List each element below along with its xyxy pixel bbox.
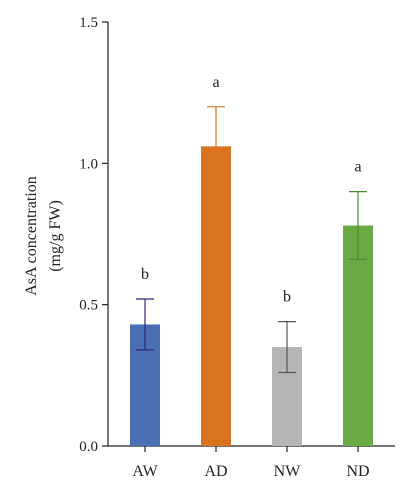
y-axis-title-line-1: AsA concentration <box>23 176 40 296</box>
significance-label-nd: a <box>354 159 361 176</box>
y-tick-label: 1.5 <box>79 15 98 31</box>
bar-nd <box>343 225 373 446</box>
y-axis-title-line-2: (mg/g FW) <box>47 200 64 272</box>
y-tick-label: 0.0 <box>79 439 98 455</box>
significance-label-aw: b <box>141 266 149 283</box>
significance-label-nw: b <box>283 289 291 306</box>
bar-ad <box>201 146 231 446</box>
plot-area: 0.0 0.5 1.0 1.5 b AW a AD b NW a ND <box>79 15 395 480</box>
y-axis-title: AsA concentration (mg/g FW) <box>23 176 64 296</box>
x-tick-label-aw: AW <box>132 463 158 480</box>
x-tick-label-nw: NW <box>274 463 302 480</box>
y-tick-label: 1.0 <box>79 156 98 172</box>
significance-label-ad: a <box>212 74 219 91</box>
x-tick-label-nd: ND <box>346 463 369 480</box>
y-tick-label: 0.5 <box>79 298 98 314</box>
x-tick-label-ad: AD <box>204 463 227 480</box>
